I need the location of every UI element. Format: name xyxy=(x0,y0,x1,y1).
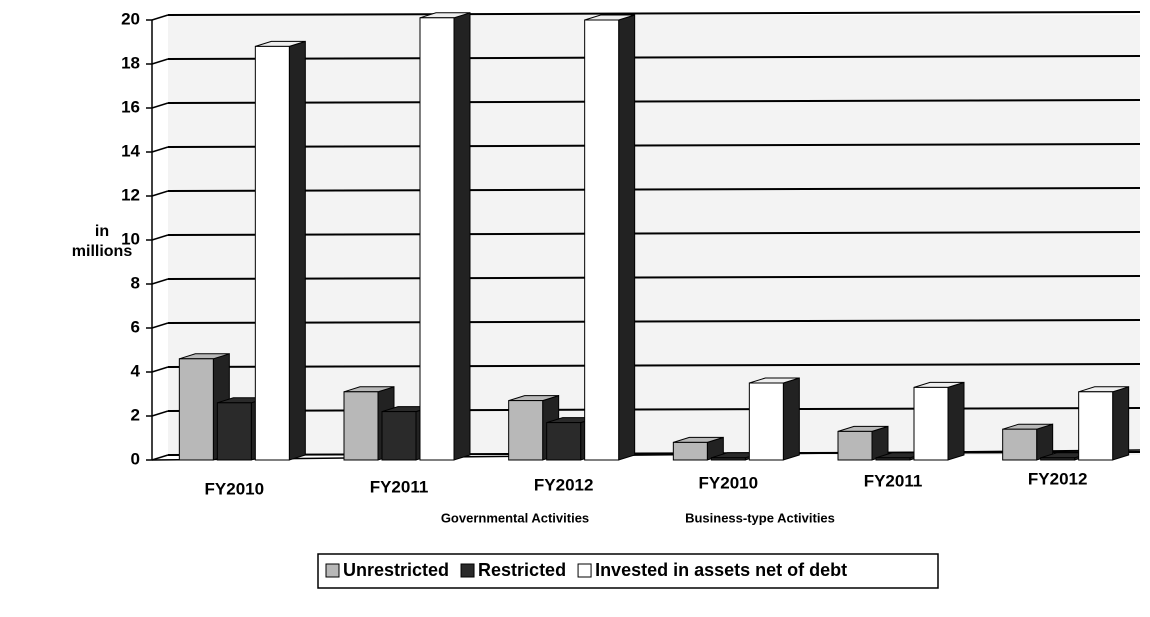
x-tick-label: FY2010 xyxy=(205,479,265,498)
group-label: Governmental Activities xyxy=(441,510,589,525)
bar-side xyxy=(947,381,965,461)
y-tick-label: 2 xyxy=(131,405,140,424)
grid-line xyxy=(167,275,1141,280)
legend-swatch xyxy=(460,563,475,578)
bar-front xyxy=(343,391,379,461)
bar-front xyxy=(419,17,455,461)
x-tick-label: FY2011 xyxy=(864,471,923,490)
bar-front xyxy=(710,457,746,461)
bar xyxy=(672,436,724,461)
grid-line xyxy=(151,190,169,197)
grid-line xyxy=(151,58,169,65)
legend-label: Invested in assets net of debt xyxy=(595,560,847,580)
grid-line xyxy=(167,143,1141,148)
bar xyxy=(254,40,306,461)
bar-front xyxy=(546,422,582,461)
grid-line xyxy=(151,366,169,373)
bar-front xyxy=(837,430,873,461)
grid-line xyxy=(167,319,1141,324)
bar-side xyxy=(453,12,471,461)
y-tick-label: 20 xyxy=(121,9,140,28)
x-tick-label: FY2012 xyxy=(534,475,594,494)
bar-front xyxy=(1002,428,1038,461)
legend-box xyxy=(317,553,939,589)
bar xyxy=(1002,423,1054,461)
legend-swatch xyxy=(577,563,592,578)
grid-line xyxy=(167,55,1141,60)
bar-side xyxy=(618,14,636,461)
y-tick-label: 16 xyxy=(121,97,140,116)
bar-front xyxy=(584,19,620,461)
grid-line xyxy=(167,451,1141,456)
bar-side xyxy=(782,377,800,461)
bar-side xyxy=(1112,386,1130,461)
y-tick-label: 12 xyxy=(121,185,140,204)
y-axis-label: in millions xyxy=(72,223,133,260)
bar-front xyxy=(913,386,949,461)
bar-front xyxy=(254,45,290,461)
grid-line xyxy=(151,454,169,461)
grid-line xyxy=(151,146,169,153)
bar xyxy=(584,14,636,461)
grid-line xyxy=(167,99,1141,104)
bar-front xyxy=(178,358,214,461)
bar-side xyxy=(288,40,306,461)
bar xyxy=(837,425,889,461)
bar-front xyxy=(508,400,544,461)
bar-front xyxy=(1078,391,1114,461)
grid-line xyxy=(167,363,1141,368)
grid-line xyxy=(151,278,169,285)
legend-swatch xyxy=(325,563,340,578)
grid-line xyxy=(151,234,169,241)
bar-front xyxy=(748,382,784,461)
x-tick-label: FY2010 xyxy=(699,473,759,492)
grid-line xyxy=(167,11,1141,16)
bar xyxy=(419,12,471,461)
bar xyxy=(343,386,395,461)
bar-front xyxy=(216,402,252,461)
bar xyxy=(748,377,800,461)
grid-line xyxy=(167,231,1141,236)
legend-label: Unrestricted xyxy=(343,560,449,580)
grid-line xyxy=(151,410,169,417)
legend: Unrestricted Restricted Invested in assets… xyxy=(317,553,939,589)
grid-line xyxy=(151,14,169,21)
y-tick-label: 6 xyxy=(131,317,140,336)
y-tick-label: 18 xyxy=(121,53,140,72)
bar-front xyxy=(672,441,708,461)
grid-line xyxy=(151,102,169,109)
y-tick-label: 0 xyxy=(131,449,140,468)
x-tick-label: FY2011 xyxy=(370,477,429,496)
x-axis xyxy=(151,449,1141,461)
bar xyxy=(913,381,965,461)
bar xyxy=(1078,386,1130,461)
y-tick-label: 10 xyxy=(121,229,140,248)
group-label: Business-type Activities xyxy=(685,510,835,525)
y-tick-label: 4 xyxy=(131,361,141,380)
bar-front xyxy=(381,411,417,461)
bar-front xyxy=(1040,457,1076,461)
bar-front xyxy=(875,457,911,461)
legend-label: Restricted xyxy=(478,560,566,580)
y-tick-label: 8 xyxy=(131,273,140,292)
grid-line xyxy=(151,322,169,329)
x-tick-label: FY2012 xyxy=(1028,469,1088,488)
grid-line xyxy=(167,187,1141,192)
y-tick-label: 14 xyxy=(121,141,140,160)
grid-line xyxy=(167,407,1141,412)
